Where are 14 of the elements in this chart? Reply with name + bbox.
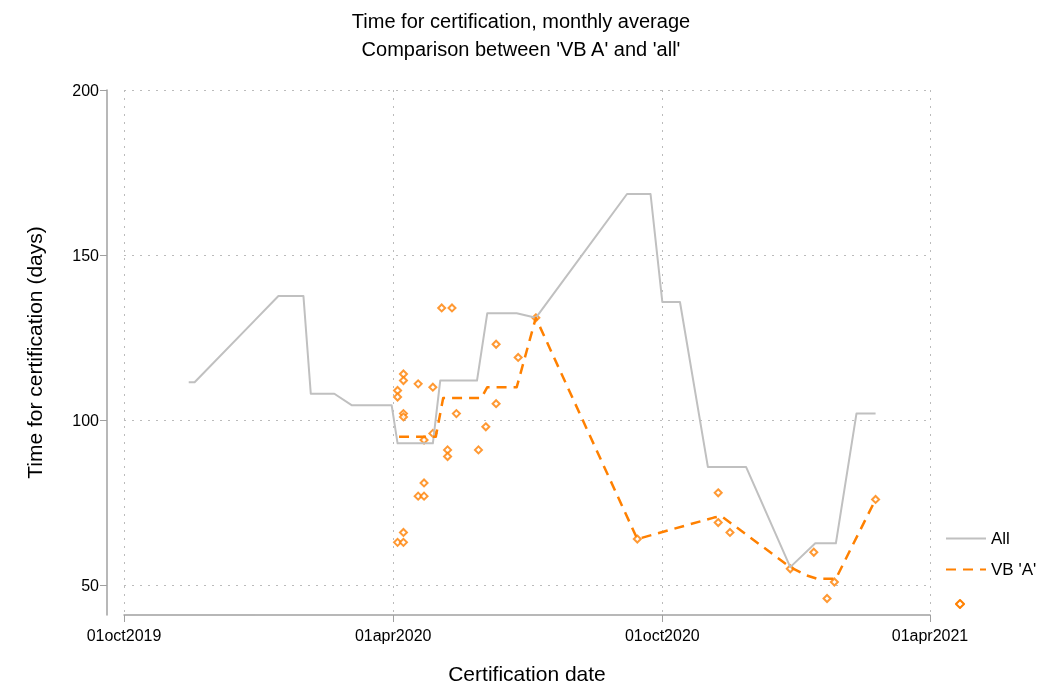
y-tick-label: 100 <box>72 411 100 429</box>
x-tick-label: 01oct2019 <box>86 626 162 644</box>
legend-label: All <box>991 529 1010 548</box>
y-tick-label: 50 <box>81 576 100 594</box>
chart-subtitle: Comparison between 'VB A' and 'all' <box>361 38 681 60</box>
y-tick-label: 200 <box>72 81 100 99</box>
x-tick-label: 01apr2021 <box>891 626 969 644</box>
x-axis-title: Certification date <box>448 662 606 685</box>
y-tick-label: 150 <box>72 246 100 264</box>
y-axis-title: Time for certification (days) <box>23 226 46 479</box>
legend-label: VB 'A' <box>991 560 1037 579</box>
x-tick-label: 01apr2020 <box>354 626 432 644</box>
chart-title: Time for certification, monthly average <box>351 10 691 32</box>
x-tick-label: 01oct2020 <box>624 626 700 644</box>
